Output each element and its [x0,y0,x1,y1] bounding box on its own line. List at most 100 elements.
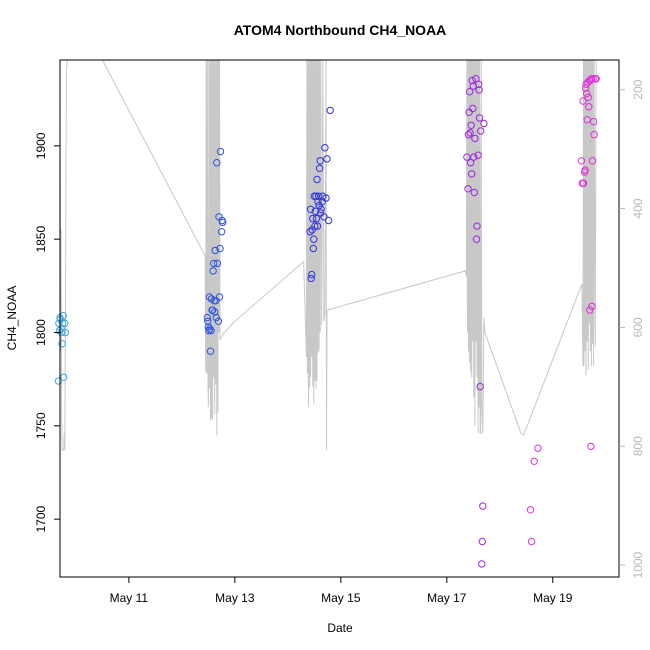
data-point [307,274,315,283]
data-point [58,319,67,327]
data-point [470,153,478,161]
data-point [464,185,472,193]
data-point [323,155,331,163]
data-point [315,164,324,173]
y-tick-label: 1800 [34,319,48,346]
y2-tick-label: 200 [631,79,645,99]
data-point [475,86,483,94]
data-point [204,317,212,325]
data-point [58,340,66,348]
y-tick-label: 1700 [34,505,48,532]
data-point [463,153,471,161]
data-points-layer [54,75,600,568]
y2-tick-label: 600 [631,317,645,337]
pressure-line-layer [60,60,597,451]
data-point [474,151,482,159]
data-point [534,444,542,452]
y-axis-right: 200 400 600 800 1000 [619,79,645,578]
data-point [587,442,595,451]
x-axis: May 11 May 13 May 15 May 17 May 19 [110,577,573,605]
data-point [324,216,333,225]
data-point [310,235,318,243]
data-point [468,170,476,178]
data-point [527,537,536,546]
data-point [215,293,224,301]
data-point [477,127,485,135]
data-point [466,159,475,167]
x-tick-label: May 11 [110,591,149,605]
data-point [205,293,214,301]
data-point [214,317,223,325]
data-point [584,93,592,102]
data-point [464,131,473,139]
data-point [583,89,591,98]
x-tick-label: May 13 [215,591,255,605]
data-point [306,205,315,214]
data-point [588,157,597,165]
data-point [586,306,594,314]
data-point [473,222,481,230]
data-point [589,117,598,126]
data-point [479,502,487,510]
x-tick-label: May 17 [427,591,467,605]
data-point [309,244,317,253]
y-tick-label: 1750 [34,412,48,439]
data-point [208,306,217,314]
y-axis-label: CH4_NOAA [5,286,19,351]
data-point [476,382,484,391]
data-point [207,326,215,335]
data-point [316,157,324,165]
y-tick-label: 1850 [34,226,48,253]
data-point [314,198,322,206]
data-point [313,222,322,230]
data-point [579,179,588,187]
x-tick-label: May 15 [321,591,361,605]
x-axis-label: Date [327,621,353,635]
data-point [465,88,474,96]
y2-tick-label: 800 [631,436,645,456]
data-point [210,259,218,268]
data-point [468,76,476,85]
data-point [474,80,483,89]
data-point [588,302,596,311]
data-point [212,297,220,305]
data-point [530,457,538,465]
plot-frame [59,59,620,578]
data-point [320,213,328,221]
data-point [469,82,477,90]
y-axis-left: 1700 1750 1800 1850 1900 [34,132,60,532]
data-point [317,205,325,214]
data-point [213,259,222,268]
data-point [579,97,587,105]
data-point [203,313,212,322]
data-point [589,75,597,83]
data-point [54,377,63,385]
data-point [308,270,316,279]
data-point [466,129,474,137]
data-point [306,228,314,236]
data-point [204,323,213,331]
data-point [322,194,330,202]
data-point [321,144,329,152]
chart-title: ATOM4 Northbound CH4_NOAA [234,22,447,38]
data-point [526,506,535,514]
data-point [585,103,593,111]
data-point [472,235,481,243]
data-point [216,244,224,253]
data-point [61,319,69,327]
x-tick-label: May 19 [533,591,573,605]
y2-tick-label: 400 [631,198,645,218]
y2-tick-label: 1000 [631,551,645,578]
data-point [478,537,486,546]
data-point [467,121,475,130]
data-point [312,214,321,223]
data-point [217,228,226,236]
data-point [212,313,221,322]
data-point [313,175,321,184]
data-point [219,218,227,227]
data-point [469,104,477,113]
data-point [213,159,221,167]
data-point [311,222,319,230]
data-point [314,192,323,200]
